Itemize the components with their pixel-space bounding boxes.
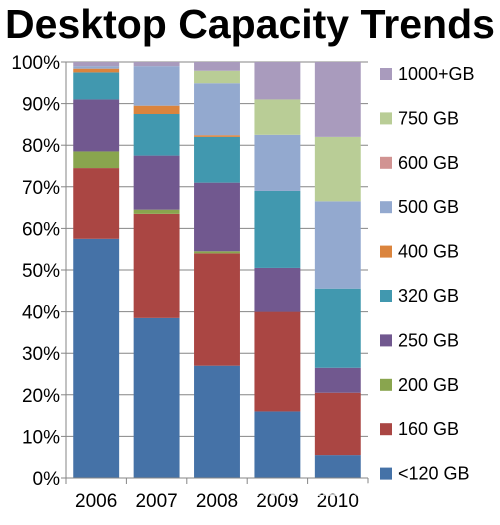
bar-segment	[194, 365, 240, 478]
legend-swatch	[380, 423, 392, 436]
legend-label: 320 GB	[398, 286, 459, 306]
bar-segment	[194, 136, 240, 183]
legend-swatch	[380, 245, 392, 258]
bar-segment	[73, 238, 120, 478]
legend-swatch	[380, 201, 392, 214]
legend-label: 400 GB	[398, 242, 459, 262]
bar-segment	[133, 66, 180, 106]
legend-label: 250 GB	[398, 330, 459, 350]
bar-segment	[73, 68, 120, 73]
bar-segment	[314, 288, 361, 368]
bar-segment	[73, 72, 120, 100]
bar-segment	[73, 151, 120, 169]
legend-label: 1000+GB	[398, 64, 475, 84]
bar-segment	[133, 62, 180, 67]
y-tick-label: 10%	[22, 427, 60, 448]
x-axis-ticks: 2006 2007 2008 2009 2010	[75, 491, 359, 512]
bar-segment	[314, 136, 361, 202]
bar-segment	[133, 209, 180, 214]
legend-swatch	[380, 156, 392, 169]
bar-segment	[194, 83, 240, 136]
y-tick-label: 40%	[22, 303, 60, 324]
axes	[61, 61, 369, 484]
bar-segment	[73, 99, 120, 152]
bar-segment	[254, 134, 301, 191]
bar-segment	[314, 367, 361, 393]
y-tick-label: 90%	[22, 95, 60, 116]
y-tick-label: 100%	[11, 53, 60, 74]
legend-label: 160 GB	[398, 419, 459, 439]
x-tick-label: 2010	[317, 491, 359, 512]
bar-segment	[133, 213, 180, 318]
bar-segment	[194, 62, 240, 71]
bar-segment	[254, 311, 301, 412]
y-tick-label: 50%	[22, 261, 60, 282]
y-tick-label: 0%	[33, 469, 61, 490]
legend-label: 600 GB	[398, 153, 459, 173]
legend-label: <120 GB	[398, 464, 470, 484]
bar-segment	[73, 62, 120, 67]
legend-swatch	[380, 68, 392, 80]
bar-segment	[194, 251, 240, 254]
legend-swatch	[380, 378, 392, 391]
legend-label: 750 GB	[398, 108, 459, 128]
x-tick-label: 2008	[196, 491, 238, 512]
legend: 1000+GB 750 GB 600 GB 500 GB 400 GB 320 GB 250…	[380, 64, 475, 484]
legend-swatch	[380, 334, 392, 347]
bar-segment	[254, 99, 301, 135]
x-tick-label: 2006	[75, 491, 117, 512]
legend-swatch	[380, 112, 392, 125]
bar-segment	[194, 135, 240, 137]
x-tick-label: 2007	[135, 491, 177, 512]
bar-segment	[133, 105, 180, 114]
bar-segment	[194, 182, 240, 252]
bar-segment	[254, 267, 301, 312]
legend-swatch	[380, 467, 392, 480]
bar-segment	[254, 411, 301, 478]
bar-segment	[194, 70, 240, 84]
legend-label: 500 GB	[398, 197, 459, 217]
bar-segment	[314, 392, 361, 456]
bar-segment	[314, 62, 361, 137]
bar-segment	[133, 114, 180, 156]
y-tick-label: 30%	[22, 344, 60, 365]
bar-segment	[254, 190, 301, 268]
bar-segment	[314, 201, 361, 289]
y-tick-label: 60%	[22, 219, 60, 240]
legend-swatch	[380, 290, 392, 302]
watermark: © RUDOMETOV.COM	[234, 480, 429, 500]
bar-segment	[314, 455, 361, 478]
y-tick-label: 20%	[22, 386, 60, 407]
bars	[73, 62, 361, 478]
y-tick-label: 70%	[22, 178, 60, 199]
bar-segment	[73, 168, 120, 239]
chart-title: Desktop Capacity Trends	[5, 1, 495, 47]
bar-segment	[254, 62, 301, 100]
bar-segment	[194, 253, 240, 366]
y-axis-ticks: 0% 10% 20% 30% 40% 50% 60% 70% 80% 90% 100%	[11, 53, 60, 490]
bar-segment	[133, 317, 180, 478]
y-tick-label: 80%	[22, 136, 60, 157]
bar-segment	[133, 155, 180, 210]
bar-segment	[73, 66, 120, 69]
x-tick-label: 2009	[256, 491, 298, 512]
legend-label: 200 GB	[398, 375, 459, 395]
